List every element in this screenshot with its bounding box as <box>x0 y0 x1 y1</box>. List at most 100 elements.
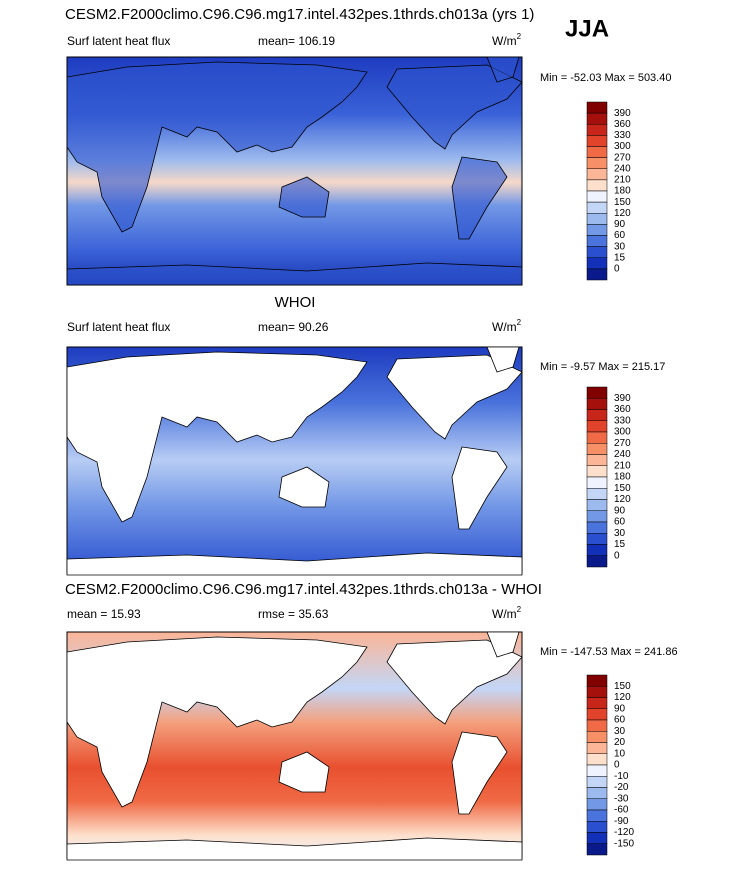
panel-heading: CESM2.F2000climo.C96.C96.mg17.intel.432p… <box>65 6 534 23</box>
units: W/m2 <box>492 318 522 334</box>
colorbar-label: 360 <box>614 404 631 415</box>
colorbar-box <box>586 112 608 125</box>
map-2 <box>66 346 523 576</box>
colorbar-label: 0 <box>614 264 620 275</box>
colorbar-box <box>586 398 608 410</box>
colorbar-label: 120 <box>614 208 631 219</box>
colorbar-label: 390 <box>614 393 631 404</box>
colorbar-box <box>586 798 608 811</box>
panel-heading: CESM2.F2000climo.C96.C96.mg17.intel.432p… <box>65 581 542 598</box>
colorbar-label: -20 <box>614 782 629 793</box>
colorbar-box <box>586 821 608 833</box>
range-label: Min = -147.53 Max = 241.86 <box>540 646 678 658</box>
colorbar-box <box>586 157 608 169</box>
colorbar-box <box>586 533 608 545</box>
units-base: W/m <box>492 320 517 334</box>
colorbar-box <box>586 476 608 489</box>
colorbar-label: 180 <box>614 472 631 483</box>
colorbar-box <box>586 686 608 698</box>
colorbar-label: 150 <box>614 681 631 692</box>
colorbar-box <box>586 776 608 788</box>
colorbar-box <box>586 764 608 777</box>
colorbar-label: 210 <box>614 460 631 471</box>
colorbar-box <box>586 201 608 214</box>
colorbar-label: 120 <box>614 494 631 505</box>
colorbar-box <box>586 742 608 754</box>
colorbar-label: 390 <box>614 108 631 119</box>
colorbar-box <box>586 465 608 478</box>
colorbar-box <box>586 124 608 136</box>
colorbar-label: -120 <box>614 827 634 838</box>
colorbar-box <box>586 787 608 799</box>
colorbar-label: -60 <box>614 805 629 816</box>
colorbar-box <box>586 488 608 500</box>
colorbar-label: 90 <box>614 219 626 230</box>
map-1 <box>66 56 523 286</box>
colorbar-box <box>586 179 608 192</box>
panel-left-label: Surf latent heat flux <box>67 34 170 48</box>
colorbar-label: 0 <box>614 550 620 561</box>
colorbar-label: 240 <box>614 163 631 174</box>
colorbar-label: 90 <box>614 703 626 714</box>
colorbar-label: 30 <box>614 726 626 737</box>
panel-center-label: mean= 106.19 <box>258 34 335 48</box>
units: W/m2 <box>492 605 522 621</box>
colorbar-box <box>586 409 608 421</box>
colorbar-label: 330 <box>614 130 631 141</box>
colorbar-box <box>586 168 608 181</box>
colorbar-label: 0 <box>614 760 620 771</box>
colorbar-box <box>586 431 608 444</box>
colorbar-box <box>586 521 608 534</box>
colorbar-label: 150 <box>614 483 631 494</box>
colorbar-box <box>586 213 608 225</box>
colorbar-box <box>586 843 608 856</box>
units-sup: 2 <box>517 605 522 614</box>
colorbar-label: 270 <box>614 152 631 163</box>
colorbar-label: 180 <box>614 186 631 197</box>
colorbar-box <box>586 268 608 281</box>
colorbar-label: 270 <box>614 438 631 449</box>
units-base: W/m <box>492 607 517 621</box>
colorbar-label: 60 <box>614 715 626 726</box>
colorbar-box <box>586 257 608 270</box>
colorbar-label: 360 <box>614 119 631 130</box>
colorbar-label: 300 <box>614 141 631 152</box>
colorbar-label: 15 <box>614 539 626 550</box>
range-label: Min = -52.03 Max = 503.40 <box>540 72 671 84</box>
colorbar-box <box>586 832 608 844</box>
colorbar-box <box>586 544 608 556</box>
range-label: Min = -9.57 Max = 215.17 <box>540 361 665 373</box>
colorbar-label: 120 <box>614 692 631 703</box>
colorbar-label: 30 <box>614 241 626 252</box>
colorbar-label: 240 <box>614 449 631 460</box>
units-sup: 2 <box>517 318 522 327</box>
colorbar-box <box>586 101 608 114</box>
panel-left-label: mean = 15.93 <box>67 607 141 621</box>
colorbar-label: 10 <box>614 748 626 759</box>
colorbar-box <box>586 697 608 709</box>
colorbar-box <box>586 731 608 743</box>
units: W/m2 <box>492 32 522 48</box>
colorbar-label: 60 <box>614 517 626 528</box>
colorbar-box <box>586 443 608 455</box>
colorbar-box <box>586 454 608 466</box>
units-sup: 2 <box>517 32 522 41</box>
colorbar-label: 20 <box>614 737 626 748</box>
panel-center-label: mean= 90.26 <box>258 320 329 334</box>
colorbar-label: 90 <box>614 505 626 516</box>
colorbar-box <box>586 224 608 236</box>
season-label: JJA <box>565 15 609 42</box>
colorbar-label: -90 <box>614 816 629 827</box>
colorbar-box <box>586 809 608 822</box>
colorbar-box <box>586 235 608 247</box>
colorbar-label: 330 <box>614 415 631 426</box>
colorbar-box <box>586 708 608 721</box>
colorbar-label: 60 <box>614 230 626 241</box>
colorbar-label: 300 <box>614 427 631 438</box>
colorbar-label: 15 <box>614 252 626 263</box>
colorbar-box <box>586 246 608 258</box>
colorbar-box <box>586 499 608 511</box>
colorbar-label: -30 <box>614 793 629 804</box>
colorbar-box <box>586 146 608 158</box>
